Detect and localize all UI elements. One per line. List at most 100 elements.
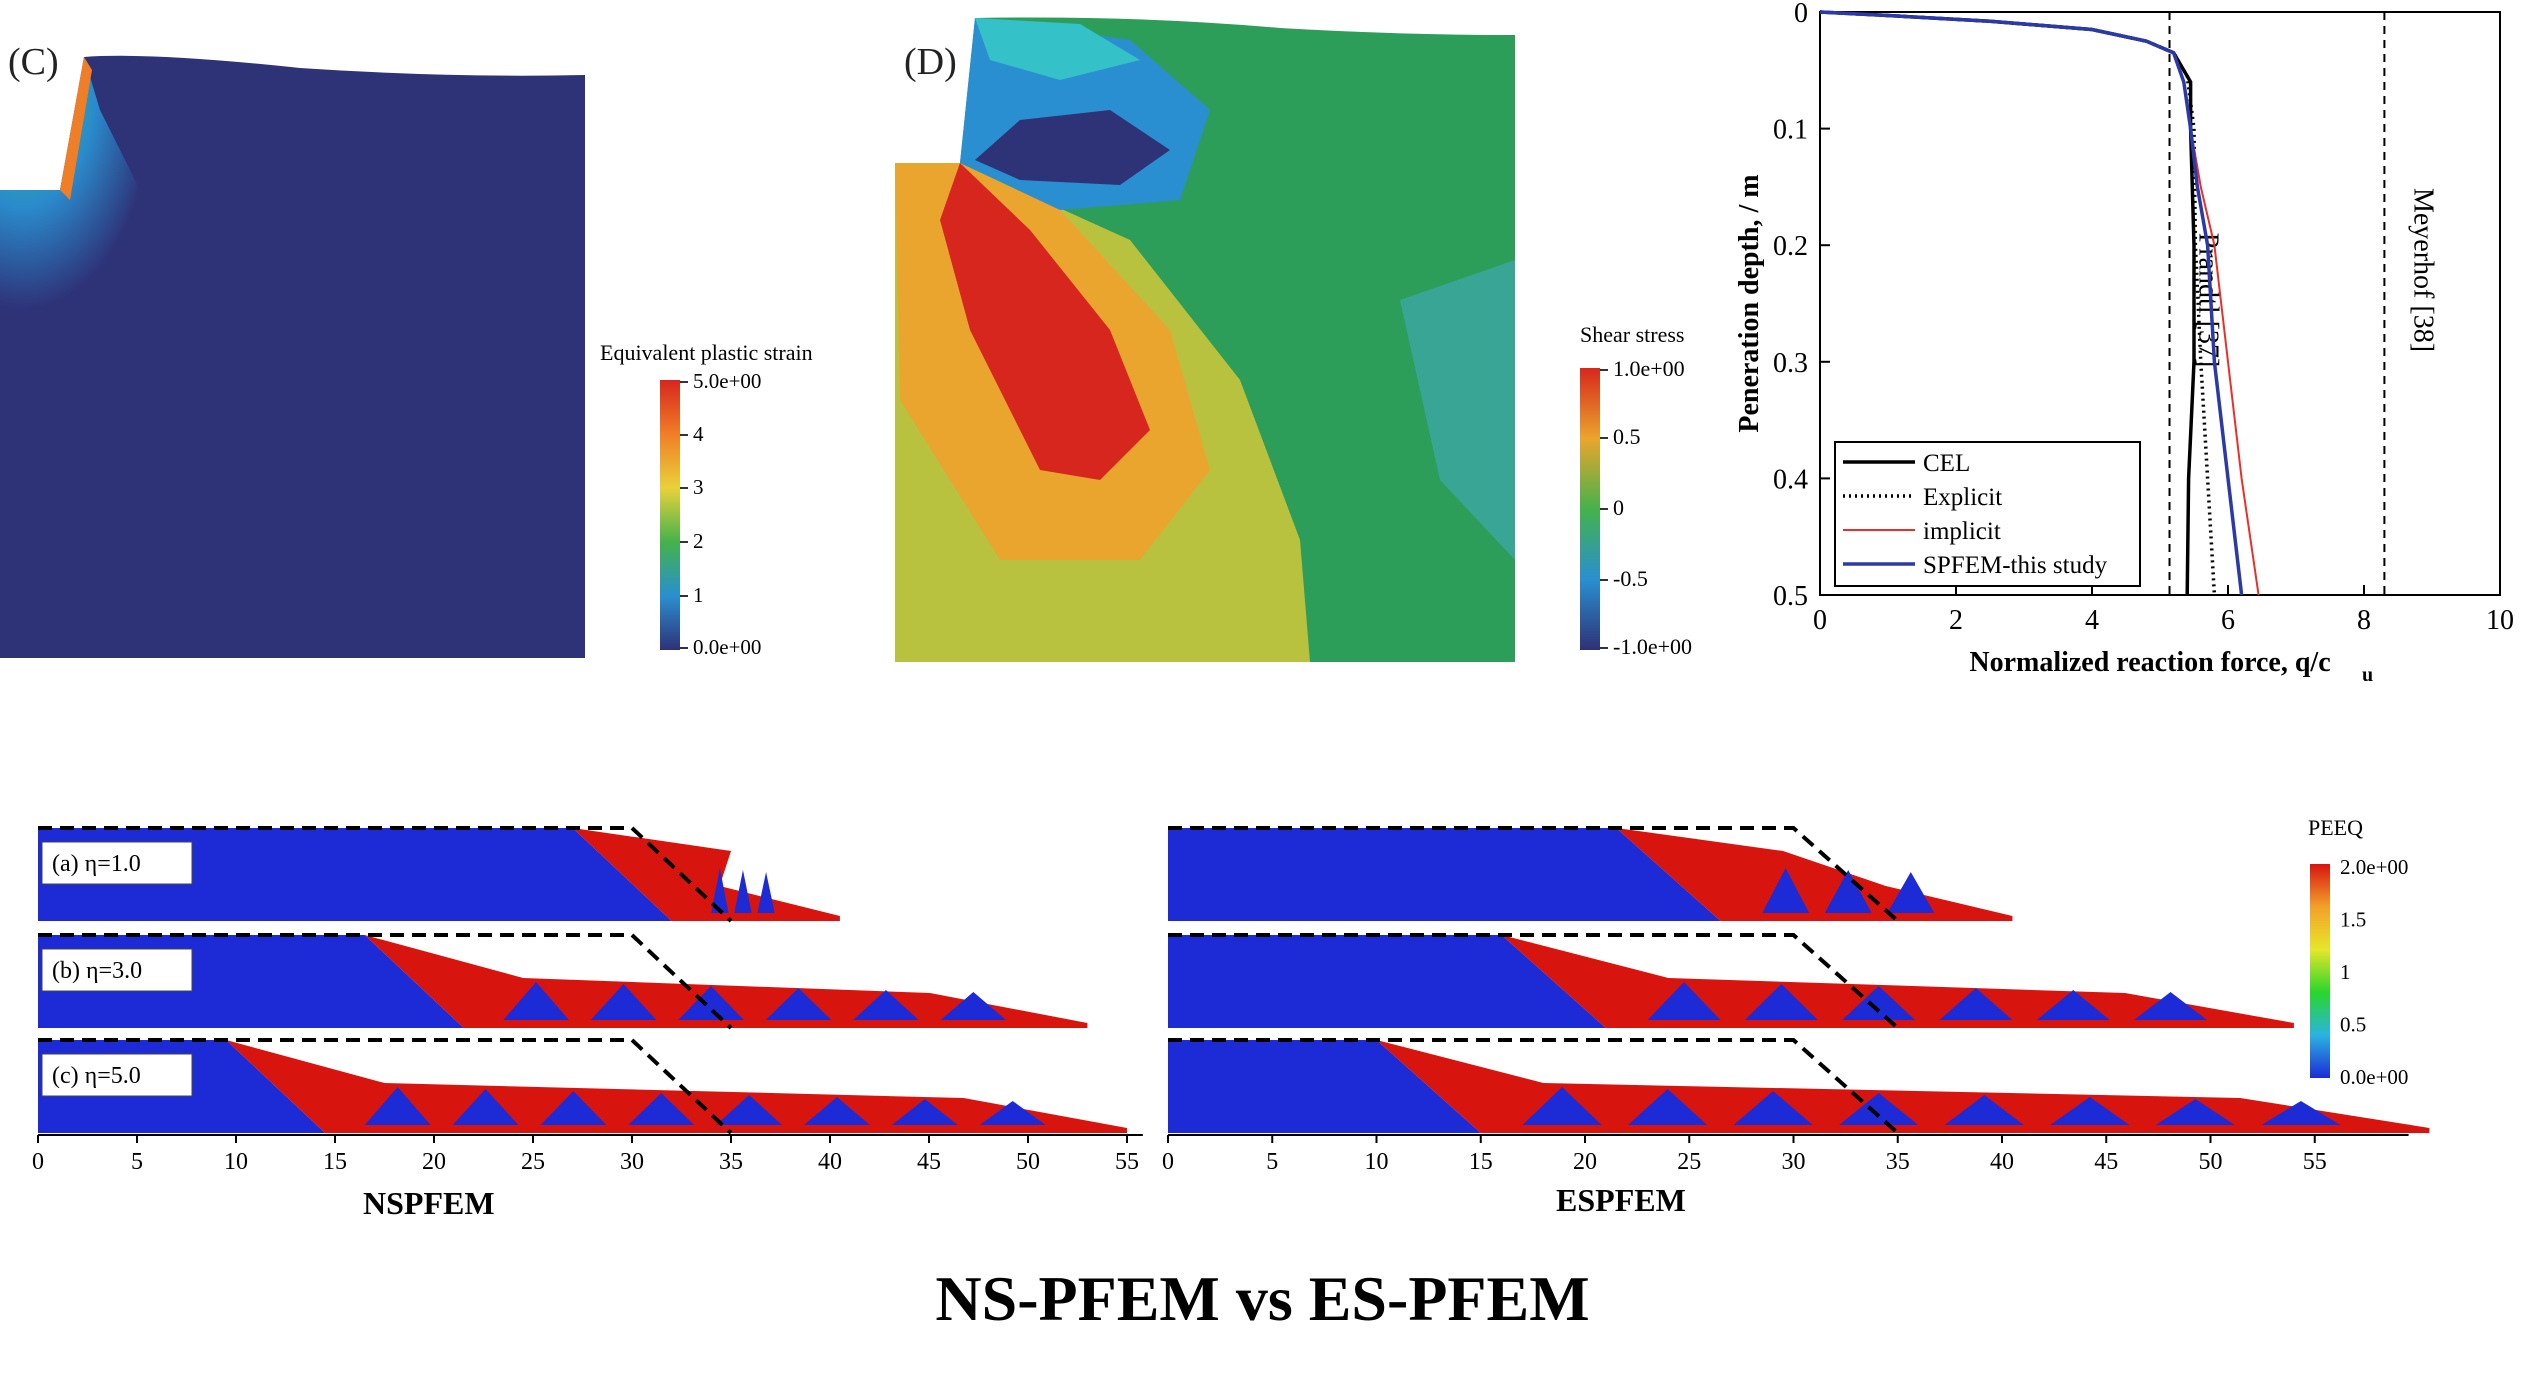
slide-block <box>2261 1101 2341 1125</box>
panel-c-tick-2: 3 <box>693 475 704 499</box>
runout-tick-label: 45 <box>917 1149 941 1175</box>
panel-d-top-cyan <box>975 18 1140 80</box>
panel-c-colorbar <box>660 380 680 650</box>
runout-tick-label: 50 <box>2199 1149 2223 1175</box>
slide-block <box>2050 1097 2130 1125</box>
slide-block <box>1522 1087 1602 1125</box>
peeq-title: PEEQ <box>2308 815 2363 840</box>
slide-block <box>891 1099 958 1125</box>
panel-c: (C) Equivalen <box>0 0 880 680</box>
slide-block <box>734 870 752 913</box>
runout-tick-label: 0 <box>1162 1149 1174 1175</box>
runout-tick-label: 45 <box>2094 1149 2118 1175</box>
initial-slope-outline <box>1168 933 1900 1030</box>
initial-slope-outline <box>1168 1038 1900 1135</box>
runout-tick-label: 10 <box>1365 1149 1389 1175</box>
x-axis-label: Normalized reaction force, q/c <box>1969 647 2330 678</box>
runout-tick-label: 30 <box>620 1149 644 1175</box>
x-tick-label: 2 <box>1949 605 1963 636</box>
initial-slope-outline <box>38 1038 733 1135</box>
slide-block <box>711 868 729 913</box>
sheared-deposit <box>572 828 840 921</box>
slide-block <box>364 1087 431 1125</box>
series-line <box>1819 10 2217 596</box>
panel-c-tick-4: 1 <box>693 583 704 607</box>
runout-tick-label: 50 <box>1016 1149 1040 1175</box>
x-tick-label: 10 <box>2486 605 2514 636</box>
sheared-deposit <box>1376 1040 2430 1133</box>
panel-c-shear-band <box>60 57 92 200</box>
row-label: (a) η=1.0 <box>52 851 141 877</box>
peeq-tick-label: 1.5 <box>2340 908 2366 932</box>
reference-line-label: Meyerhof [38] <box>2407 188 2438 352</box>
slide-block <box>503 982 569 1020</box>
panel-d-colorbar <box>1580 368 1600 650</box>
row-label: (c) η=5.0 <box>52 1063 141 1089</box>
slide-block <box>2134 992 2208 1020</box>
runout-tick-label: 55 <box>2303 1149 2327 1175</box>
slide-block <box>853 990 919 1020</box>
runout-tick-label: 5 <box>131 1149 143 1175</box>
runout-comparison: (a) η=1.0(b) η=3.0(c) η=5.00 5 10 15 20 25 30 3… <box>32 815 2430 1175</box>
runout-tick-label: 5 <box>1266 1149 1278 1175</box>
slide-block <box>1762 868 1810 913</box>
panel-c-contour <box>0 55 688 659</box>
series-line <box>1819 10 2244 596</box>
panel-d-tick-3: -0.5 <box>1613 566 1648 591</box>
peeq-tick-label: 0.0e+00 <box>2340 1065 2408 1089</box>
left-method-label: NSPFEM <box>363 1185 495 1221</box>
slide-block <box>590 984 657 1020</box>
runout-tick-label: 25 <box>521 1149 545 1175</box>
runout-tick-label: 30 <box>1782 1149 1806 1175</box>
slide-block <box>1939 988 2013 1020</box>
initial-slope-outline <box>38 933 733 1030</box>
y-tick-label: 0.3 <box>1773 348 1808 379</box>
y-axis-label: Peneration depth, / m <box>1734 174 1765 432</box>
slide-block <box>804 1097 870 1125</box>
intact-soil-block <box>1168 828 1721 921</box>
slide-block <box>757 872 775 913</box>
x-tick-label: 8 <box>2357 605 2371 636</box>
panel-c-legend-title: Equivalent plastic strain <box>600 340 813 365</box>
slide-block <box>765 988 832 1020</box>
panel-d-tick-0: 1.0e+00 <box>1613 356 1685 381</box>
panel-d-tick-4: -1.0e+00 <box>1613 634 1692 659</box>
panel-c-letter: (C) <box>8 41 59 83</box>
panel-d-red-core <box>940 163 1150 480</box>
runout-tick-label: 20 <box>422 1149 446 1175</box>
slide-block <box>678 986 744 1020</box>
peeq-tick-label: 1 <box>2340 960 2351 984</box>
row-label: (b) η=3.0 <box>52 958 142 984</box>
slide-block <box>2155 1099 2235 1125</box>
panel-d-right-region <box>1400 260 1515 560</box>
panel-d-legend-title: Shear stress <box>1580 322 1685 347</box>
slide-block <box>979 1101 1046 1125</box>
row-label-box <box>41 841 193 885</box>
row-label-box <box>41 948 193 992</box>
panel-d-colorbar-ticks <box>1600 369 1608 649</box>
runout-tick-label: 35 <box>1886 1149 1910 1175</box>
panel-c-tick-0: 5.0e+00 <box>693 369 762 393</box>
panel-d-upper-navy <box>975 110 1170 185</box>
runout-tick-label: 20 <box>1573 1149 1597 1175</box>
panel-c-colorbar-ticks <box>680 381 688 649</box>
chart-legend <box>1834 441 2141 587</box>
panel-c-tick-5: 0.0e+00 <box>693 635 762 659</box>
peeq-tick-label: 2.0e+00 <box>2340 855 2408 879</box>
slide-block <box>940 992 1007 1020</box>
x-tick-label: 4 <box>2085 605 2099 636</box>
y-tick-label: 0 <box>1794 0 1808 29</box>
slide-block <box>1647 982 1721 1020</box>
sheared-deposit <box>226 1040 1128 1133</box>
slide-block <box>1744 984 1818 1020</box>
initial-slope-outline <box>1168 826 1900 923</box>
right-method-label: ESPFEM <box>1556 1182 1686 1218</box>
legend-entry: SPFEM-this study <box>1923 552 2108 579</box>
slide-block <box>1733 1091 1813 1125</box>
runout-tick-label: 40 <box>1990 1149 2014 1175</box>
slide-block <box>628 1093 695 1125</box>
figure-title: NS-PFEM vs ES-PFEM <box>935 1263 1590 1334</box>
runout-tick-label: 35 <box>719 1149 743 1175</box>
runout-tick-label: 40 <box>818 1149 842 1175</box>
slide-block <box>2036 990 2110 1020</box>
